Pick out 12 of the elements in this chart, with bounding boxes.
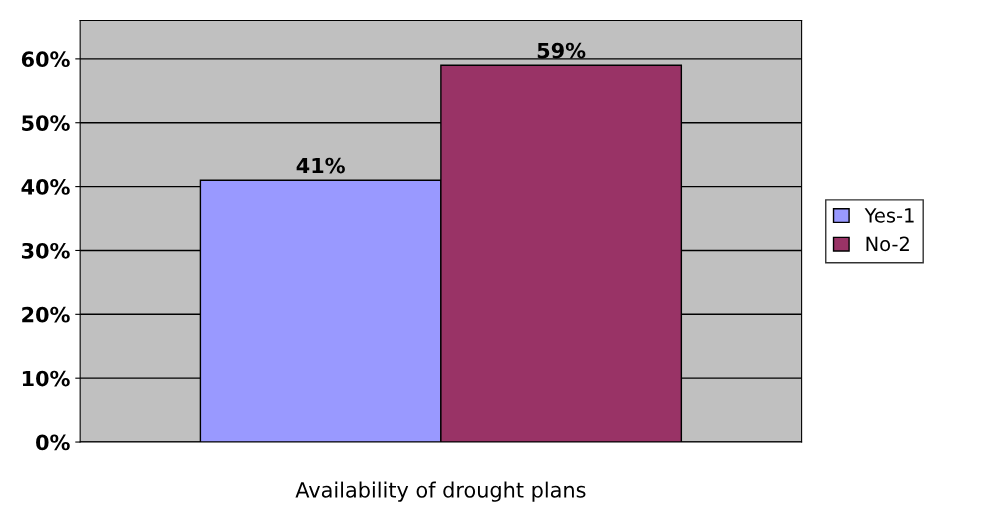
legend-label: No-2	[866, 236, 909, 252]
data-label: 41%	[296, 157, 345, 174]
legend-label: Yes-1	[864, 208, 914, 223]
y-tick-label: 40%	[21, 179, 70, 195]
x-axis-title: Availability of drought plans	[295, 481, 586, 502]
y-tick-label: 10%	[22, 370, 70, 387]
y-tick-label: 60%	[21, 51, 70, 68]
y-tick-label: 50%	[22, 115, 70, 131]
data-label: 59%	[537, 42, 586, 59]
y-tick-label: 20%	[22, 306, 70, 323]
y-tick-label: 0%	[36, 434, 70, 451]
y-tick-label: 30%	[21, 242, 70, 259]
